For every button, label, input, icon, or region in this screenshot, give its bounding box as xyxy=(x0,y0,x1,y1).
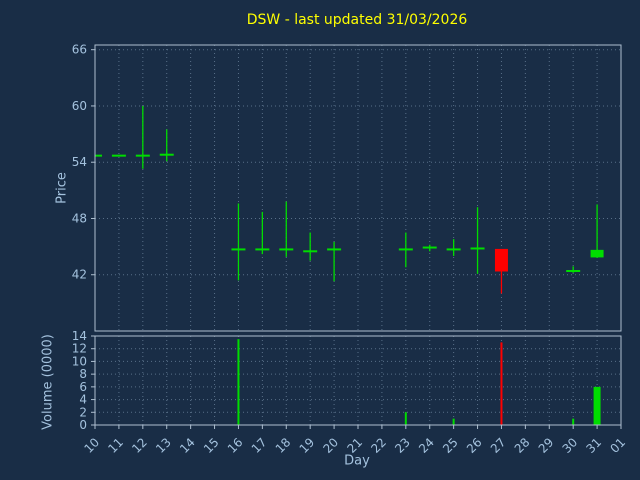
x-tick-label: 20 xyxy=(321,435,342,456)
candles-group xyxy=(95,105,604,294)
price-tick-label: 54 xyxy=(72,155,87,169)
x-tick-label: 27 xyxy=(488,435,509,456)
x-tick-label: 28 xyxy=(512,435,533,456)
price-tick-label: 42 xyxy=(72,268,87,282)
candle-body xyxy=(494,248,508,272)
x-tick-label: 10 xyxy=(81,435,102,456)
x-tick-label: 19 xyxy=(297,435,318,456)
chart-title: DSW - last updated 31/03/2026 xyxy=(246,12,468,28)
x-tick-label: 31 xyxy=(584,435,605,456)
volume-tick-label: 8 xyxy=(79,367,87,381)
x-tick-label: 29 xyxy=(536,435,557,456)
price-axis-label: Price xyxy=(54,172,70,204)
volume-axis-label: Volume (0000) xyxy=(40,334,56,430)
x-tick-label: 30 xyxy=(560,435,581,456)
x-tick-label: 15 xyxy=(201,435,222,456)
x-tick-label: 23 xyxy=(392,435,413,456)
volume-tick-label: 0 xyxy=(79,418,87,432)
x-tick-label: 18 xyxy=(273,435,294,456)
volume-tick-label: 12 xyxy=(72,342,87,356)
volume-tick-label: 4 xyxy=(79,393,87,407)
price-panel-frame xyxy=(94,44,622,332)
x-tick-label: 22 xyxy=(368,435,389,456)
x-tick-label: 26 xyxy=(464,435,485,456)
x-tick-label: 17 xyxy=(249,435,270,456)
x-tick-label: 12 xyxy=(129,435,150,456)
x-tick-label: 14 xyxy=(177,435,198,456)
volume-panel-frame xyxy=(94,335,622,426)
volume-tick-label: 6 xyxy=(79,380,87,394)
price-tick-label: 48 xyxy=(72,211,87,225)
x-axis-label: Day xyxy=(344,453,370,469)
x-tick-label: 16 xyxy=(225,435,246,456)
volume-tick-label: 14 xyxy=(72,329,87,343)
price-tick-label: 66 xyxy=(72,43,87,57)
volume-tick-label: 10 xyxy=(72,354,87,368)
x-tick-label: 24 xyxy=(416,435,437,456)
price-tick-label: 60 xyxy=(72,99,87,113)
x-tick-label: 01 xyxy=(607,435,628,456)
x-tick-label: 13 xyxy=(153,435,174,456)
volume-tick-label: 2 xyxy=(79,405,87,419)
candle-body xyxy=(590,249,604,258)
x-tick-label: 11 xyxy=(105,435,126,456)
x-tick-label: 25 xyxy=(440,435,461,456)
